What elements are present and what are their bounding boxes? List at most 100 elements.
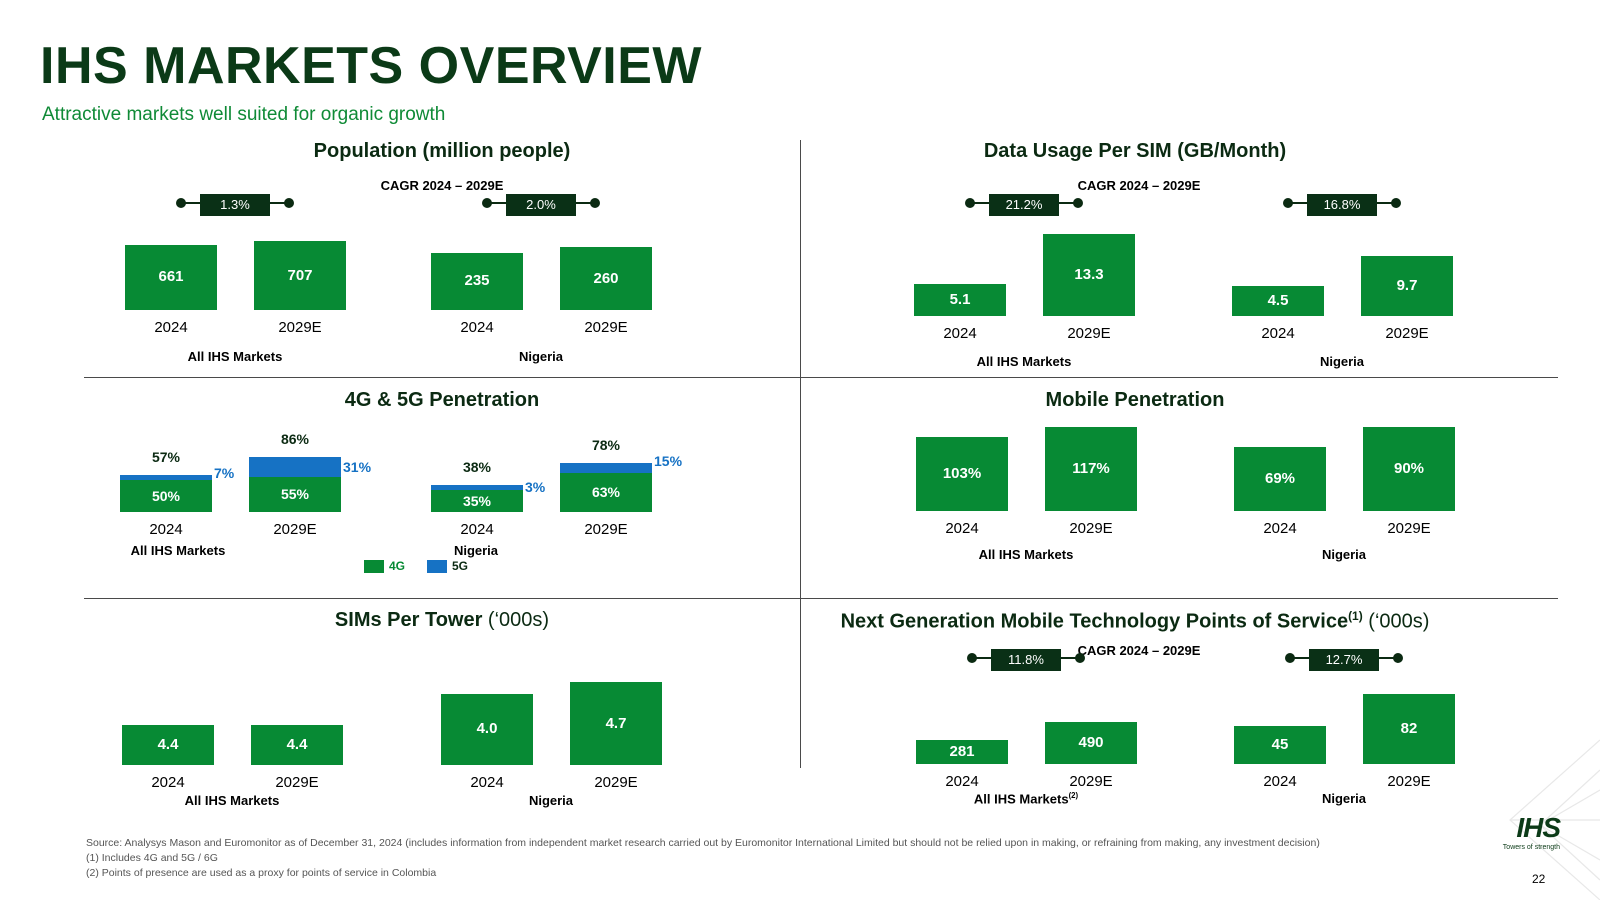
ihs-logo: IHS Towers of strength <box>1490 812 1561 851</box>
year-label: 2024 <box>151 774 185 791</box>
sims-per-tower-panel: SIMs Per Tower (‘000s) 4.4 2024 4.4 2029E Al… <box>84 599 800 829</box>
total-label: 86% <box>280 430 310 447</box>
horizontal-divider-bottom <box>84 598 1558 599</box>
horizontal-divider-top <box>84 377 1558 378</box>
panel-title: Next Generation Mobile Technology Points… <box>756 609 1514 634</box>
penetration-4g5g-panel: 4G & 5G Penetration 4G 5G 50% 7% 57% 2024 55… <box>84 378 800 598</box>
total-label: 57% <box>151 449 181 465</box>
cagr-indicator: 2.0% <box>482 194 600 216</box>
group-label-text: All IHS Markets <box>187 349 283 364</box>
cagr-indicator: 21.2% <box>965 194 1083 216</box>
cagr-dot-start <box>1283 198 1293 208</box>
year-label: 2029E <box>584 521 628 538</box>
group-label: All IHS Markets <box>130 543 226 558</box>
cagr-dot-end <box>1391 198 1401 208</box>
bar-4g: 55% <box>249 476 341 512</box>
group-label-text: Nigeria <box>1321 547 1367 562</box>
page-subtitle: Attractive markets well suited for organ… <box>42 104 446 125</box>
cagr-dot-end <box>590 198 600 208</box>
bar-5g <box>249 456 341 477</box>
bar: 260 <box>560 246 652 310</box>
bar: 4.4 <box>122 724 214 765</box>
cagr-dot-start <box>965 198 975 208</box>
cagr-dot-start <box>1285 653 1295 663</box>
group-label: Nigeria <box>1264 547 1424 562</box>
legend-swatch-4g <box>364 559 384 573</box>
year-label: 2029E <box>275 774 319 791</box>
page-title: IHS MARKETS OVERVIEW <box>40 37 703 95</box>
panel-title-bold: Next Generation Mobile Technology Points… <box>840 610 1349 633</box>
year-label: 2029E <box>594 774 638 791</box>
cagr-indicator: 16.8% <box>1283 194 1401 216</box>
bar: 117% <box>1045 427 1137 511</box>
cagr-heading: CAGR 2024 – 2029E <box>380 178 504 193</box>
cagr-dot-end <box>1393 653 1403 663</box>
panel-title-unit: (‘000s) <box>1362 610 1430 633</box>
vertical-divider <box>800 140 801 768</box>
cagr-value: 21.2% <box>989 194 1059 216</box>
group-label: All IHS Markets <box>155 349 315 364</box>
panel-title: 4G & 5G Penetration <box>344 389 540 411</box>
legend-5g: 5G <box>427 559 468 573</box>
bar: 103% <box>916 437 1008 511</box>
footnote-source: Source: Analysys Mason and Euromonitor a… <box>86 837 1320 849</box>
year-label: 2024 <box>149 521 183 538</box>
data-usage-panel: Data Usage Per SIM (GB/Month) CAGR 2024 … <box>800 140 1558 377</box>
legend-swatch-5g <box>427 559 447 573</box>
bar: 4.5 <box>1232 286 1324 316</box>
group-label: All IHS Markets(2) <box>946 791 1106 806</box>
group-label-text: Nigeria <box>518 349 564 364</box>
total-label: 78% <box>591 437 621 454</box>
cagr-value: 2.0% <box>506 194 576 216</box>
bar: 69% <box>1234 446 1326 511</box>
group-label: All IHS Markets <box>946 547 1106 562</box>
year-label: 2029E <box>1067 325 1111 342</box>
panel-title: Population (million people) <box>313 140 571 162</box>
legend-label-4g: 4G <box>389 559 406 573</box>
cagr-dot-start <box>967 653 977 663</box>
bar-5g <box>431 484 523 490</box>
year-label: 2024 <box>945 520 979 537</box>
page-number: 22 <box>1532 872 1546 886</box>
bar-4g: 35% <box>431 489 523 512</box>
total-label: 38% <box>462 458 492 475</box>
cagr-dot-start <box>482 198 492 208</box>
group-label: All IHS Markets <box>944 354 1104 369</box>
group-label-text: All IHS Markets <box>973 791 1069 807</box>
label-5g: 15% <box>654 453 683 470</box>
cagr-indicator: 11.8% <box>967 649 1085 671</box>
group-label: Nigeria <box>471 793 631 808</box>
year-label: 2029E <box>278 319 322 336</box>
panel-title-bold: SIMs Per Tower <box>334 609 483 631</box>
cagr-value: 11.8% <box>991 649 1061 671</box>
group-label: All IHS Markets <box>152 793 312 808</box>
decorative-tower-graphic <box>1509 739 1600 900</box>
year-label: 2024 <box>470 774 504 791</box>
year-label: 2024 <box>945 773 979 790</box>
legend-4g: 4G <box>364 559 405 573</box>
bar: 82 <box>1363 694 1455 764</box>
cagr-heading: CAGR 2024 – 2029E <box>1077 643 1201 658</box>
group-label: Nigeria <box>1262 354 1422 369</box>
footnote-1: (1) Includes 4G and 5G / 6G <box>86 852 218 864</box>
year-label: 2029E <box>273 521 317 538</box>
bar-4g: 50% <box>120 480 212 512</box>
bar: 90% <box>1363 427 1455 511</box>
cagr-value: 16.8% <box>1307 194 1377 216</box>
year-label: 2024 <box>1263 520 1297 537</box>
cagr-heading: CAGR 2024 – 2029E <box>1077 178 1201 193</box>
cagr-value: 1.3% <box>200 194 270 216</box>
year-label: 2029E <box>1387 773 1431 790</box>
bar: 4.4 <box>251 724 343 765</box>
bar: 4.0 <box>441 694 533 765</box>
panel-title: SIMs Per Tower (‘000s) <box>84 609 800 632</box>
cagr-indicator: 1.3% <box>176 194 294 216</box>
label-5g: 7% <box>214 465 235 481</box>
footnotes: Source: Analysys Mason and Euromonitor a… <box>86 836 1320 881</box>
cagr-dot-end <box>1075 653 1085 663</box>
cagr-dot-start <box>176 198 186 208</box>
group-label: Nigeria <box>461 349 621 364</box>
year-label: 2029E <box>1069 520 1113 537</box>
bar: 490 <box>1045 721 1137 764</box>
year-label: 2029E <box>1387 520 1431 537</box>
